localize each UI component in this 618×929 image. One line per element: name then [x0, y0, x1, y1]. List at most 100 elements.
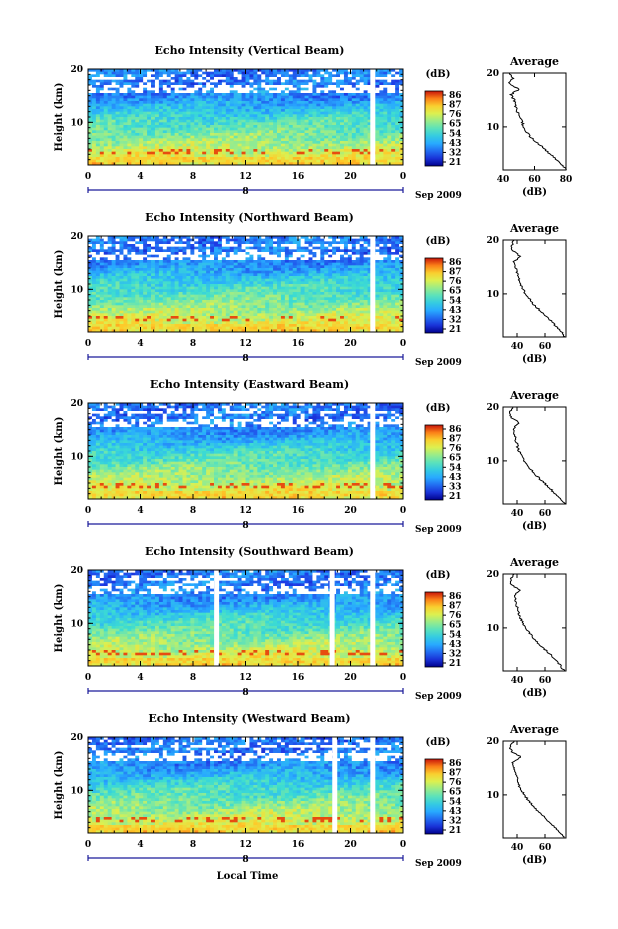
heatmap-cell [269, 149, 274, 153]
heatmap-cell [182, 101, 187, 105]
heatmap-cell [343, 125, 349, 129]
heatmap-cell [273, 284, 278, 288]
heatmap-cell [328, 103, 333, 107]
heatmap-cell [143, 122, 148, 126]
heatmap-cell [154, 135, 160, 139]
heatmap-cell [328, 276, 333, 280]
heatmap-cell [332, 297, 337, 301]
heatmap-cell [383, 289, 388, 293]
heatmap-cell [280, 257, 286, 261]
heatmap-cell [217, 273, 223, 277]
heatmap-cell [257, 278, 262, 282]
heatmap-cell [170, 300, 176, 304]
heatmap-cell [292, 103, 298, 107]
heatmap-cell [241, 244, 246, 248]
heatmap-cell [229, 114, 235, 118]
heatmap-cell [324, 69, 329, 73]
heatmap-cell [292, 71, 298, 75]
heatmap-cell [304, 85, 309, 89]
heatmap-cell [340, 254, 345, 258]
heatmap-cell [170, 162, 176, 166]
heatmap-cell [387, 284, 392, 288]
heatmap-cell [383, 133, 388, 137]
heatmap-cell [395, 109, 400, 113]
heatmap-cell [336, 241, 341, 245]
heatmap-cell [237, 284, 242, 288]
heatmap-cell [111, 278, 116, 282]
heatmap-cell [103, 294, 109, 298]
heatmap-cell [229, 159, 235, 163]
heatmap-cell [249, 95, 254, 99]
heatmap-cell [245, 162, 250, 166]
heatmap-cell [308, 273, 313, 277]
heatmap-cell [391, 127, 396, 131]
heatmap-cell [166, 252, 172, 256]
heatmap-cell [347, 268, 353, 272]
heatmap-cell [151, 103, 156, 107]
heatmap-cell [277, 90, 282, 94]
heatmap-cell [375, 101, 380, 105]
heatmap-cell [95, 273, 101, 277]
heatmap-cell [387, 90, 392, 94]
heatmap-cell [111, 85, 116, 89]
heatmap-cell [210, 114, 215, 118]
heatmap-cell [277, 119, 282, 123]
heatmap-cell [186, 300, 191, 304]
heatmap-cell [340, 297, 345, 301]
heatmap-cell [324, 254, 329, 258]
heatmap-cell [194, 82, 199, 86]
heatmap-cell [269, 159, 274, 163]
heatmap-cell [249, 146, 254, 150]
heatmap-cell [158, 122, 164, 126]
heatmap-cell [340, 252, 345, 256]
heatmap-cell [225, 157, 231, 161]
heatmap-cell [95, 292, 101, 296]
heatmap-cell [312, 294, 317, 298]
heatmap-cell [139, 270, 144, 274]
heatmap-cell [300, 268, 305, 272]
heatmap-cell [296, 111, 302, 115]
heatmap-cell [190, 281, 195, 285]
heatmap-cell [359, 69, 365, 73]
heatmap-cell [123, 265, 128, 269]
heatmap-cell [107, 114, 113, 118]
heatmap-cell [182, 300, 187, 304]
heatmap-cell [395, 246, 400, 250]
heatmap-cell [174, 117, 179, 121]
heatmap-cell [363, 79, 368, 83]
heatmap-cell [328, 130, 333, 134]
heatmap-cell [111, 103, 116, 107]
heatmap-cell [292, 143, 298, 147]
heatmap-cell [131, 149, 136, 153]
heatmap-cell [312, 260, 317, 264]
heatmap-cell [127, 141, 132, 145]
heatmap-cell [308, 122, 313, 126]
heatmap-cell [151, 119, 156, 123]
heatmap-cell [245, 106, 250, 110]
heatmap-cell [399, 117, 404, 121]
heatmap-cell [375, 117, 380, 121]
heatmap-cell [261, 143, 266, 147]
heatmap-cell [328, 95, 333, 99]
heatmap-cell [273, 286, 278, 290]
heatmap-cell [174, 265, 179, 269]
heatmap-cell [91, 297, 97, 301]
heatmap-cell [383, 117, 388, 121]
heatmap-cell [91, 143, 97, 147]
heatmap-cell [214, 297, 219, 301]
heatmap-cell [186, 281, 191, 285]
heatmap-cell [210, 95, 215, 99]
heatmap-cell [359, 93, 365, 97]
heatmap-cell [143, 109, 148, 113]
heatmap-cell [257, 143, 262, 147]
heatmap-cell [217, 252, 223, 256]
heatmap-cell [391, 143, 396, 147]
heatmap-cell [170, 270, 176, 274]
heatmap-cell [245, 278, 250, 282]
heatmap-cell [343, 135, 349, 139]
heatmap-cell [312, 284, 317, 288]
heatmap-cell [324, 262, 329, 266]
heatmap-cell [347, 260, 353, 264]
heatmap-cell [249, 252, 254, 256]
heatmap-cell [320, 127, 325, 131]
